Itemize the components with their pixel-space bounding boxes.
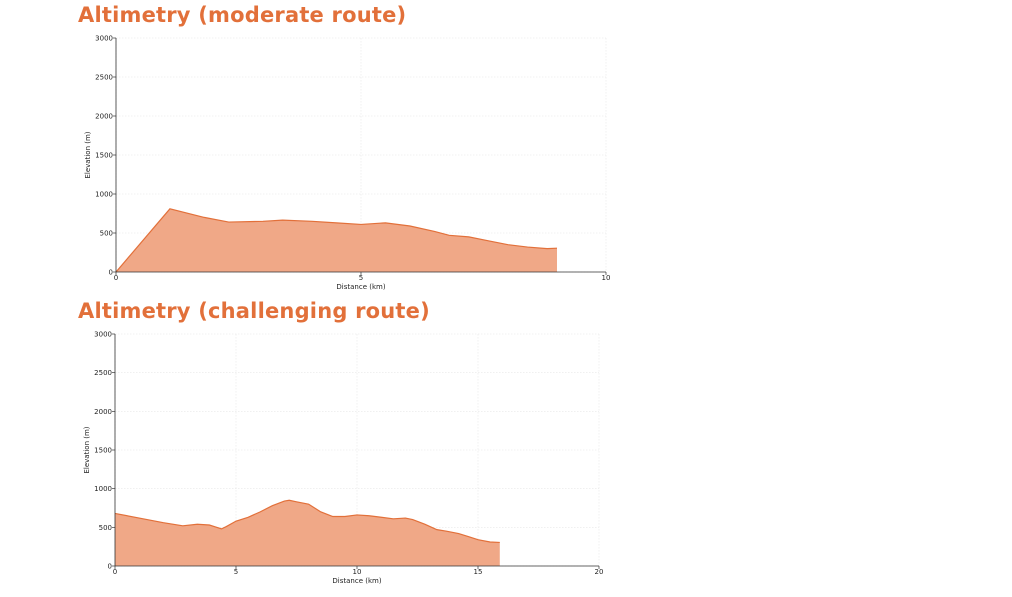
- y-tick-label: 0: [108, 563, 112, 571]
- chart-title-moderate: Altimetry (moderate route): [78, 3, 407, 27]
- y-tick-label: 500: [99, 524, 112, 532]
- y-axis-label: Elevation (m): [84, 131, 92, 178]
- x-tick-label: 10: [353, 568, 362, 576]
- elevation-chart-challenging: 0 500 1000 1500 2000 2500 3000 0 5 10 15 20 Distance…: [83, 331, 604, 586]
- y-axis-label: Elevation (m): [83, 426, 91, 473]
- y-tick-label: 1000: [95, 191, 113, 199]
- elevation-chart-moderate: 0 500 1000 1500 2000 2500 3000 0 5 10 Distance (km…: [84, 35, 611, 292]
- elevation-line: [115, 208, 558, 273]
- x-tick-label: 15: [474, 568, 483, 576]
- x-tick-label: 0: [113, 568, 117, 576]
- elevation-line: [114, 499, 500, 544]
- y-tick-label: 1500: [94, 447, 112, 455]
- y-tick-label: 500: [100, 230, 113, 238]
- y-tick-label: 2000: [95, 113, 113, 121]
- y-tick-label: 2000: [94, 408, 112, 416]
- x-axis-label: Distance (km): [332, 577, 381, 585]
- y-tick-label: 2500: [95, 74, 113, 82]
- x-axis-label: Distance (km): [336, 283, 385, 291]
- y-tick-label: 2500: [94, 369, 112, 377]
- x-tick-label: 10: [602, 274, 611, 282]
- elevation-area: [115, 500, 500, 566]
- x-tick-label: 0: [114, 274, 118, 282]
- y-tick-label: 1500: [95, 152, 113, 160]
- x-tick-label: 20: [595, 568, 604, 576]
- y-tick-label: 1000: [94, 485, 112, 493]
- x-tick-label: 5: [359, 274, 363, 282]
- elevation-area: [116, 208, 557, 272]
- x-tick-label: 5: [234, 568, 238, 576]
- chart-title-challenging: Altimetry (challenging route): [78, 299, 430, 323]
- y-tick-label: 3000: [95, 35, 113, 43]
- y-tick-label: 0: [109, 269, 113, 277]
- y-tick-label: 3000: [94, 331, 112, 339]
